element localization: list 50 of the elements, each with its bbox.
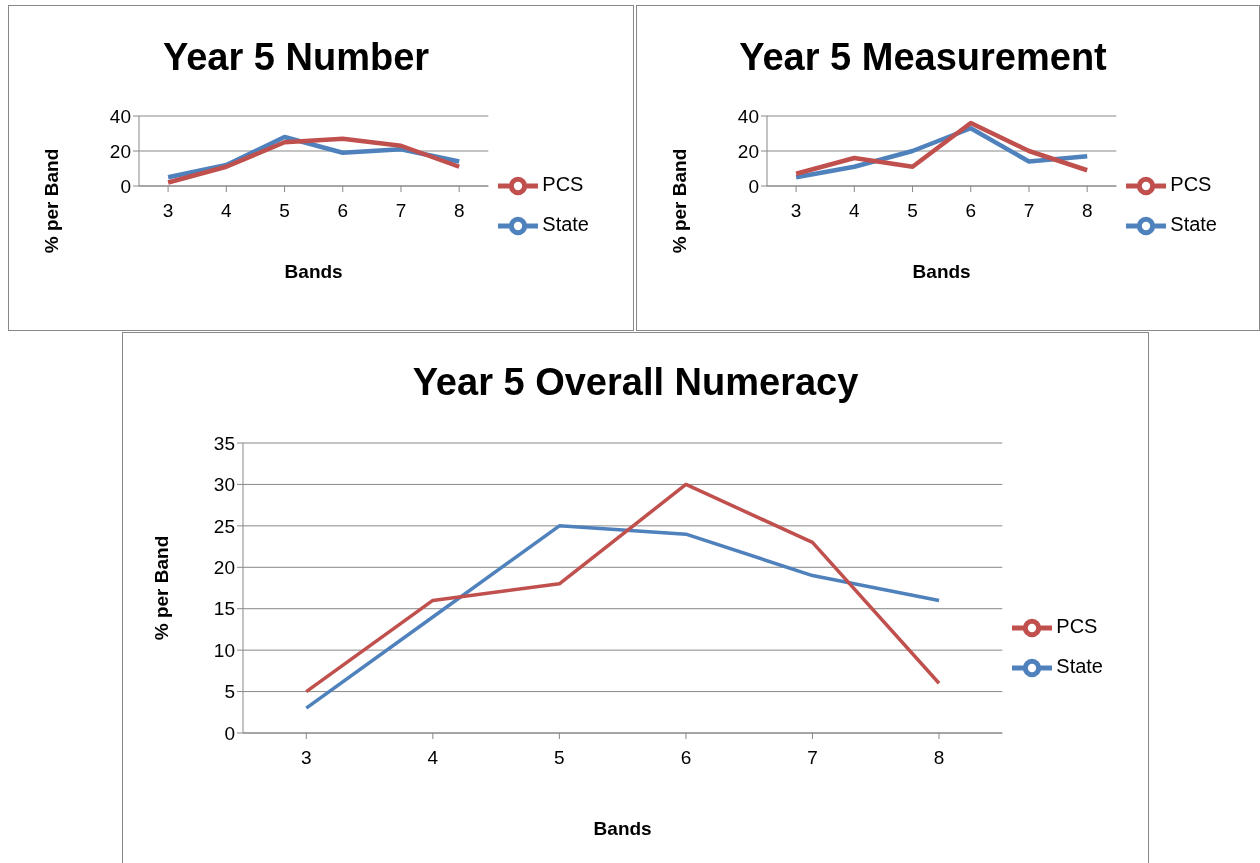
x-tick-label: 8 [1081,200,1093,222]
y-tick-label: 5 [224,681,235,703]
legend-label: PCS [1170,173,1212,196]
x-tick-label: 4 [427,747,439,769]
chart-title: Year 5 Overall Numeracy [411,361,860,404]
y-tick-label: 30 [213,474,235,496]
y-axis-title: % per Band [150,535,172,641]
y-tick-label: 10 [213,639,235,661]
chart-title: Year 5 Number [161,36,431,79]
y-tick-label: 20 [737,140,759,162]
line-series [793,120,1090,176]
y-tick-label: 40 [737,105,759,127]
line-series [304,524,941,710]
x-tick-label: 5 [279,200,290,222]
x-tick-label: 8 [453,200,465,222]
x-axis-title: Bands [593,818,652,839]
x-tick-label: 8 [933,747,945,769]
y-tick-label: 25 [213,515,235,537]
y-axis-title: % per Band [668,148,690,254]
x-tick-label: 6 [680,747,692,769]
y-tick-label: 0 [120,175,131,197]
x-tick-label: 4 [849,200,861,222]
x-tick-label: 5 [907,200,918,222]
x-tick-label: 4 [221,200,233,222]
y-tick-label: 20 [213,557,235,579]
y-tick-label: 15 [213,598,235,620]
x-axis-title: Bands [284,261,343,282]
x-tick-label: 7 [807,747,818,769]
chart-title: Year 5 Measurement [738,36,1108,79]
x-tick-label: 5 [554,747,565,769]
x-tick-label: 7 [1023,200,1035,222]
y-tick-label: 40 [109,105,131,127]
x-tick-label: 3 [300,747,312,769]
x-tick-label: 7 [395,200,407,222]
x-tick-label: 6 [337,200,349,222]
legend-label: PCS [1056,615,1098,638]
legend-label: State [1056,655,1103,678]
y-tick-label: 0 [224,722,235,744]
legend-label: PCS [542,173,584,196]
x-axis-title: Bands [912,261,971,282]
x-tick-label: 3 [790,200,802,222]
y-tick-label: 20 [109,140,131,162]
legend-label: State [1170,213,1217,236]
y-axis-title: % per Band [40,148,62,254]
y-tick-label: 35 [213,432,235,454]
x-tick-label: 3 [162,200,174,222]
line-series [304,482,941,694]
y-tick-label: 0 [748,175,759,197]
x-tick-label: 6 [965,200,977,222]
legend-label: State [542,213,589,236]
